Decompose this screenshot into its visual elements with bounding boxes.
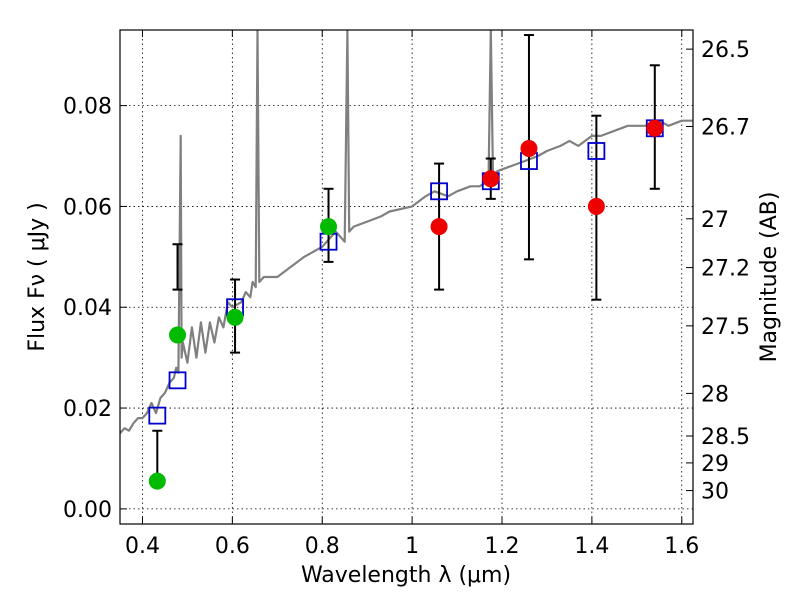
model-photometry-square [168,371,187,390]
y-axis-label: Flux Fν ( μJy ) [25,202,50,351]
observed-flux-point [148,472,166,490]
x-tick-label: 0.6 [215,534,250,559]
x-axis-label: Wavelength λ (μm) [301,563,511,588]
observed-flux-point [587,197,605,215]
right-axis-label: Magnitude (AB) [757,192,782,363]
x-tick-label: 1 [405,534,419,559]
x-tick-label: 1.2 [485,534,520,559]
y-tick-label: 0.02 [63,397,112,422]
spectrum-layer [120,30,693,435]
marker-layer [148,119,664,490]
y-axis: 0.00 0.02 0.04 0.06 0.08 [63,95,127,523]
magnitude-axis: 26.5 26.7 27 27.2 27.5 28 28.529 30 [686,38,750,505]
observed-flux-point [226,308,244,326]
y-tick-label: 0.06 [63,195,112,220]
model-photometry-square [430,182,448,201]
model-photometry-square [148,406,167,425]
observed-flux-point [169,326,187,344]
observed-flux-point [482,170,500,188]
magnitude-tick-label: 27.5 [701,315,750,340]
magnitude-tick-label: 29 [701,452,729,477]
x-tick-label: 1.6 [664,534,699,559]
x-tick-label: 1.4 [574,534,609,559]
magnitude-tick-label: 27.2 [701,257,750,282]
magnitude-tick-label: 30 [701,480,729,505]
x-axis: 0.4 0.6 0.8 1 1.2 1.4 1.6 [125,30,699,559]
errorbar-layer [152,34,660,488]
grid-lines [120,30,693,524]
observed-flux-point [646,119,664,137]
magnitude-tick-label: 28 [701,382,729,407]
model-photometry-square [587,142,606,160]
y-tick-label: 0.04 [63,296,112,321]
plot-frame [119,29,694,525]
magnitude-tick-label: 26.5 [701,38,750,63]
x-tick-label: 0.4 [125,534,160,559]
y-tick-label: 0.08 [63,95,112,120]
magnitude-tick-label: 28.5 [701,425,750,450]
x-tick-label: 0.8 [305,534,340,559]
spectrum-line [120,30,693,435]
y-tick-label: 0.00 [63,498,112,523]
magnitude-tick-label: 26.7 [701,115,750,140]
observed-flux-point [430,218,448,236]
observed-flux-point [320,218,338,236]
observed-flux-point [520,139,538,157]
magnitude-tick-label: 27 [701,208,729,233]
